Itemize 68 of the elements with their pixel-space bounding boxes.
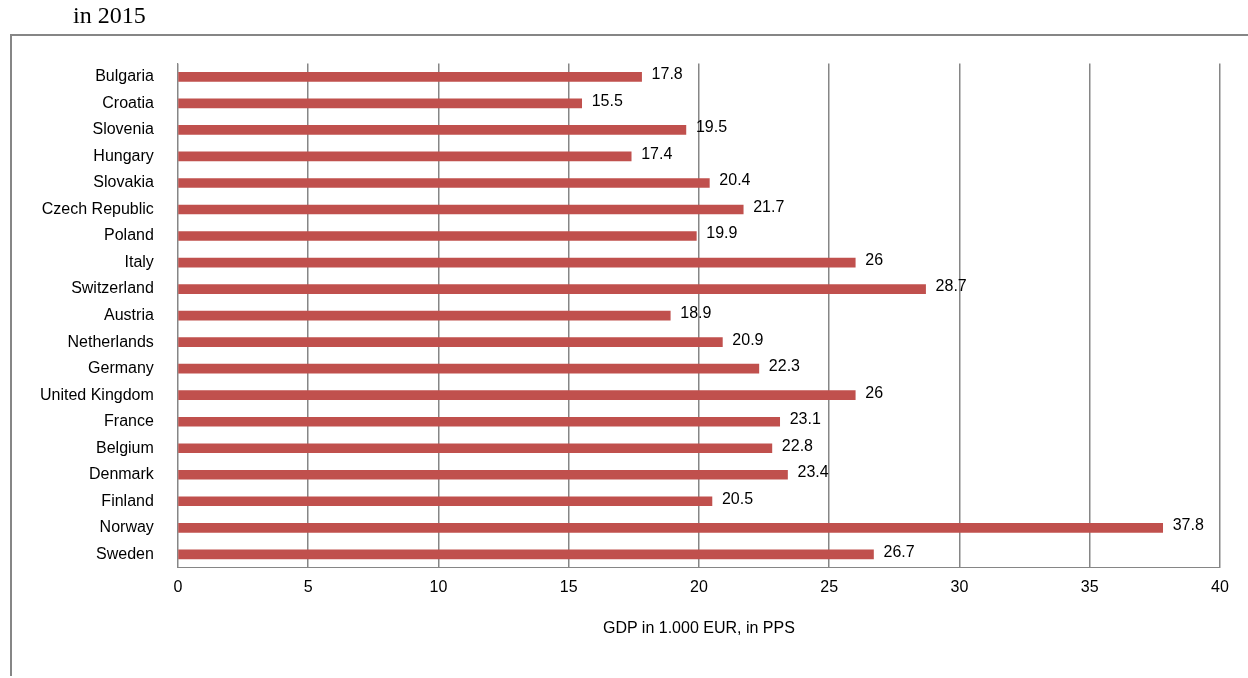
bar: [178, 204, 744, 215]
bar: [178, 496, 713, 507]
data-label: 22.3: [768, 357, 801, 375]
data-label: 21.7: [753, 197, 785, 215]
y-tick-label: Slovakia: [93, 173, 154, 191]
bar: [178, 151, 632, 162]
bar: [178, 337, 723, 347]
bar: [178, 416, 781, 427]
data-label: 17.8: [651, 65, 683, 83]
bar: [178, 443, 773, 454]
x-axis-title: GDP in 1.000 EUR, in PPS: [603, 618, 795, 636]
bar: [178, 257, 856, 268]
y-tick-label: Italy: [124, 252, 154, 270]
bar: [178, 98, 583, 109]
data-label: 26.7: [883, 542, 915, 560]
x-tick-label: 10: [429, 577, 448, 595]
data-label: 19.5: [695, 118, 728, 136]
y-tick-label: United Kingdom: [40, 385, 154, 403]
bar: [178, 469, 788, 480]
x-tick-label: 5: [303, 577, 313, 595]
y-tick-label: Hungary: [93, 146, 154, 164]
data-label: 26: [865, 250, 884, 268]
data-label: 22.8: [781, 436, 814, 454]
data-label: 26: [865, 383, 884, 401]
y-tick-label: France: [104, 412, 154, 430]
data-label: 37.8: [1172, 516, 1204, 534]
y-tick-label: Netherlands: [67, 332, 154, 350]
bar: [178, 178, 710, 188]
y-tick-label: Poland: [104, 226, 154, 244]
bar: [178, 284, 926, 294]
y-tick-label: Denmark: [88, 465, 155, 483]
data-label: 18.9: [680, 304, 712, 322]
x-tick-label: 25: [820, 577, 839, 595]
bar: [178, 390, 856, 401]
x-tick-label: 15: [559, 577, 578, 595]
y-tick-label: Croatia: [102, 93, 154, 111]
y-tick-label: Switzerland: [71, 279, 154, 297]
x-tick-label: 0: [173, 577, 183, 595]
data-label: 20.4: [719, 171, 751, 189]
y-tick-label: Bulgaria: [95, 67, 154, 85]
y-tick-label: Sweden: [96, 544, 154, 562]
y-tick-label: Germany: [88, 359, 154, 377]
y-tick-label: Finland: [101, 491, 154, 509]
data-label: 23.4: [797, 463, 829, 481]
bar: [178, 363, 760, 374]
data-label: 20.5: [721, 489, 754, 507]
data-label: 15.5: [591, 91, 623, 109]
y-tick-label: Czech Republic: [41, 199, 154, 217]
data-label: 20.9: [732, 330, 764, 348]
y-tick-label: Norway: [99, 518, 154, 536]
data-label: 23.1: [789, 410, 821, 428]
data-label: 28.7: [935, 277, 967, 295]
x-tick-label: 20: [690, 577, 708, 595]
x-tick-label: 35: [1080, 577, 1099, 595]
y-tick-label: Austria: [104, 306, 154, 324]
bar: [178, 231, 697, 241]
bar: [178, 125, 687, 135]
data-label: 17.4: [641, 144, 673, 162]
x-tick-label: 30: [950, 577, 969, 595]
y-tick-label: Slovenia: [92, 120, 154, 138]
data-label: 19.9: [706, 224, 738, 242]
y-tick-label: Belgium: [96, 438, 154, 456]
chart-title: in 2015: [73, 2, 146, 29]
bar: [178, 522, 1164, 533]
x-tick-label: 40: [1211, 577, 1229, 595]
bar: [178, 310, 671, 321]
bar: [178, 72, 642, 82]
bar: [178, 549, 874, 560]
